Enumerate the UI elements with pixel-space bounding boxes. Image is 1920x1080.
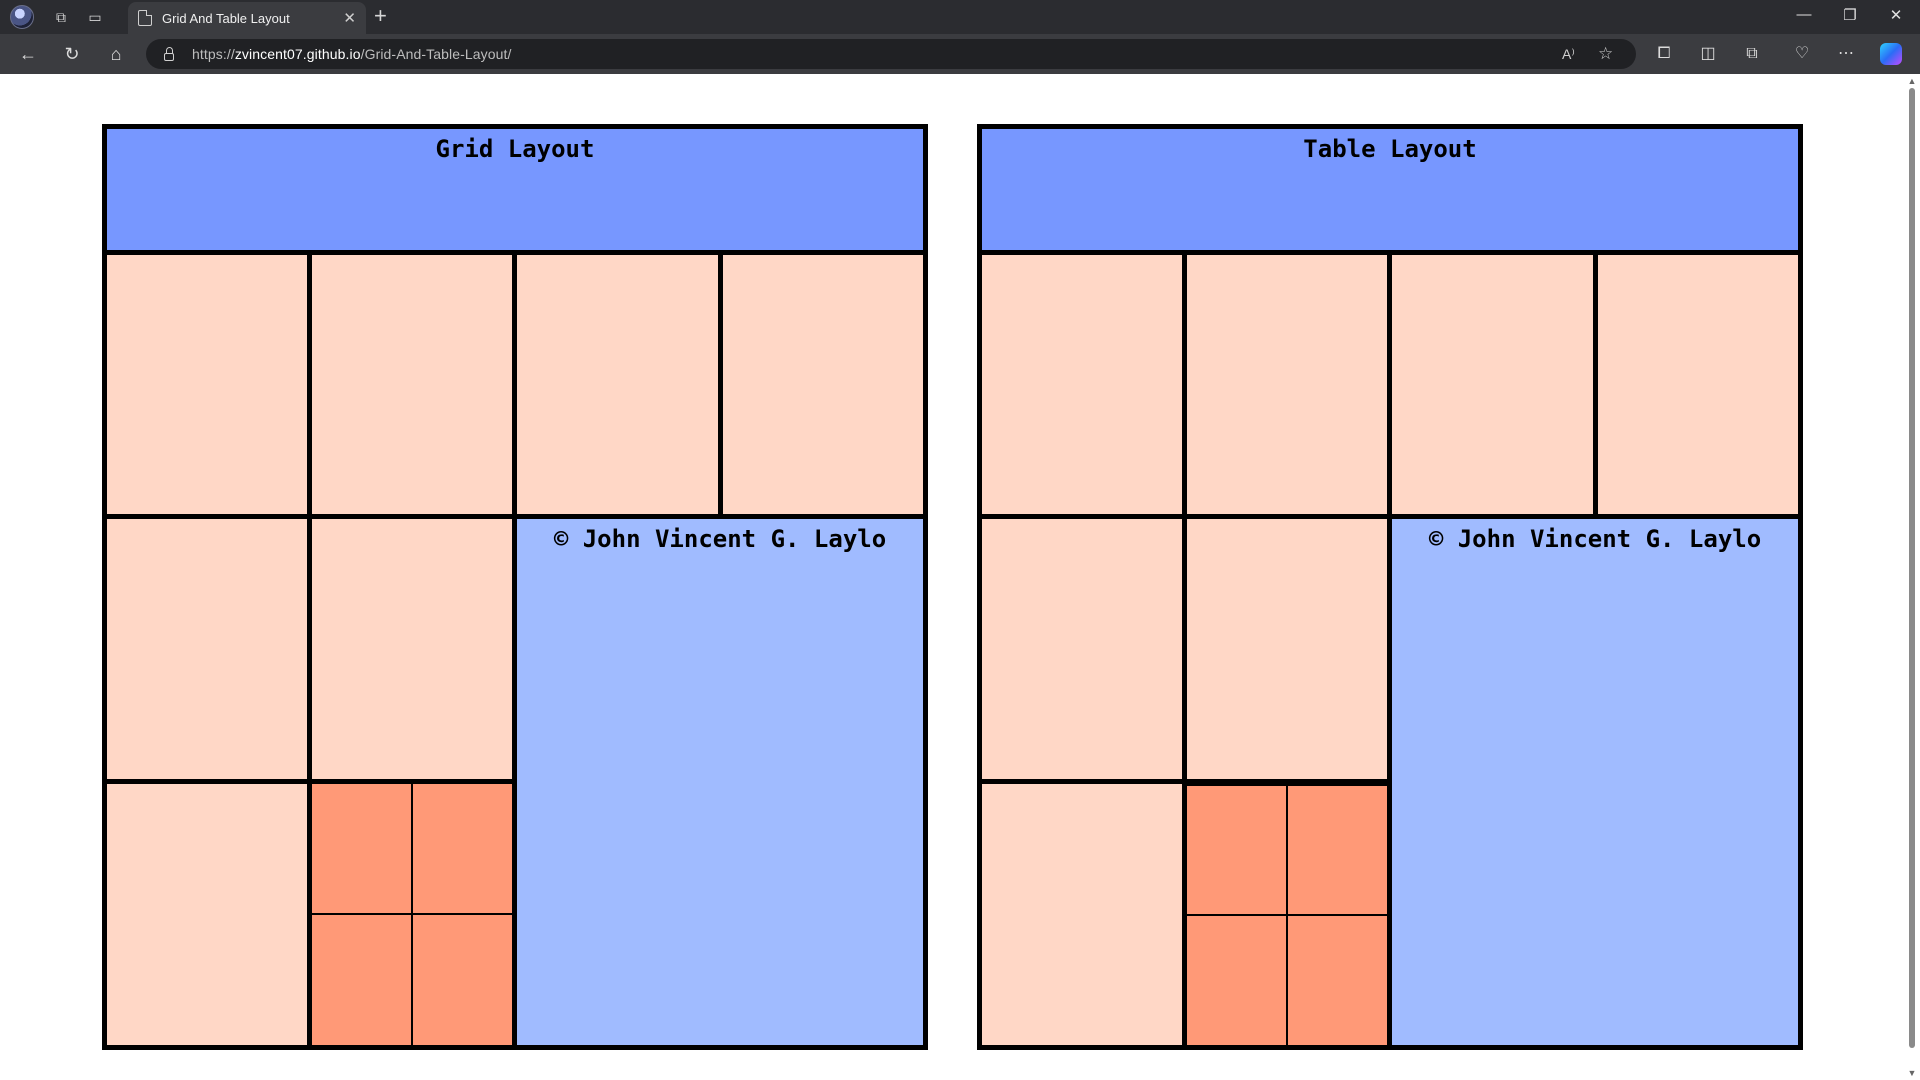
scroll-down-arrow-icon[interactable]: ▼ <box>1907 1068 1917 1078</box>
table-cell <box>1392 255 1593 514</box>
browser-essentials-icon[interactable]: ♡ <box>1794 45 1810 62</box>
grid-cell <box>107 255 307 514</box>
url-path: /Grid-And-Table-Layout/ <box>360 46 512 62</box>
minimize-button[interactable]: — <box>1796 6 1812 23</box>
scroll-thumb[interactable] <box>1909 88 1915 1048</box>
active-tab[interactable]: Grid And Table Layout ✕ <box>128 2 366 34</box>
table-cell <box>1598 255 1798 514</box>
tab-close-icon[interactable]: ✕ <box>343 10 356 27</box>
grid-cell <box>107 784 307 1045</box>
browser-tab-bar: ⧉ ▭ Grid And Table Layout ✕ + — ❐ ✕ <box>0 0 1920 34</box>
grid-header: Grid Layout <box>107 129 923 250</box>
grid-layout-panel: Grid Layout © John Vincent G. Laylo <box>102 124 928 1050</box>
table-small-cell <box>1187 916 1286 1045</box>
url-text[interactable]: https://zvincent07.github.io/Grid-And-Ta… <box>192 46 512 62</box>
scroll-up-arrow-icon[interactable]: ▲ <box>1907 76 1917 86</box>
grid-cell <box>107 519 307 779</box>
url-scheme: https:// <box>192 46 235 62</box>
new-tab-button[interactable]: + <box>374 3 387 28</box>
home-icon[interactable]: ⌂ <box>110 44 122 64</box>
split-screen-icon[interactable]: ◫ <box>1700 45 1716 62</box>
vertical-tabs-icon[interactable]: ▭ <box>88 8 102 25</box>
table-cell <box>982 784 1182 1045</box>
browser-toolbar: ← ↻ ⌂ https://zvincent07.github.io/Grid-… <box>0 34 1920 74</box>
grid-small-cell <box>413 915 512 1045</box>
grid-copyright-text: © John Vincent G. Laylo <box>553 525 887 553</box>
page-icon <box>138 10 152 26</box>
tab-title: Grid And Table Layout <box>162 10 290 26</box>
vertical-scrollbar[interactable]: ▲ ▼ <box>1904 74 1920 1080</box>
table-layout-panel: Table Layout © John Vincent G. Laylo <box>977 124 1803 1050</box>
back-arrow-icon[interactable]: ← <box>19 44 37 64</box>
table-small-cell <box>1288 786 1387 914</box>
table-small-cell <box>1288 916 1387 1045</box>
grid-credit-cell: © John Vincent G. Laylo <box>517 519 923 1045</box>
collections-icon[interactable]: ⧉ <box>1746 45 1758 62</box>
grid-cell <box>517 255 718 514</box>
lock-icon[interactable] <box>164 46 174 61</box>
grid-cell <box>312 519 512 779</box>
profile-avatar-icon[interactable] <box>10 5 34 29</box>
extensions-icon[interactable]: ⧠ <box>1657 45 1671 62</box>
grid-small-cell <box>312 915 411 1045</box>
grid-layout-title: Grid Layout <box>435 135 595 163</box>
favorite-star-icon[interactable]: ☆ <box>1598 44 1614 63</box>
workspaces-icon[interactable]: ⧉ <box>56 8 66 25</box>
address-bar[interactable]: https://zvincent07.github.io/Grid-And-Ta… <box>146 39 1636 69</box>
grid-cell <box>312 255 512 514</box>
grid-cell <box>723 255 923 514</box>
grid-small-cell <box>413 784 512 913</box>
read-aloud-icon[interactable]: A⁾ <box>1562 46 1575 62</box>
more-options-icon[interactable]: ⋯ <box>1838 45 1854 62</box>
table-cell <box>982 519 1182 779</box>
table-credit-cell: © John Vincent G. Laylo <box>1392 519 1798 1045</box>
restore-button[interactable]: ❐ <box>1843 7 1857 24</box>
table-cell <box>982 255 1182 514</box>
table-layout-title: Table Layout <box>1303 135 1477 163</box>
table-copyright-text: © John Vincent G. Laylo <box>1428 525 1762 553</box>
table-small-cell <box>1187 786 1286 914</box>
table-cell <box>1187 255 1387 514</box>
copilot-icon[interactable] <box>1880 43 1902 65</box>
grid-small-cell <box>312 784 411 913</box>
page-viewport: Grid Layout © John Vincent G. Laylo Tabl… <box>0 74 1904 1080</box>
refresh-icon[interactable]: ↻ <box>64 44 80 64</box>
close-window-button[interactable]: ✕ <box>1889 7 1903 24</box>
table-cell <box>1187 519 1387 779</box>
table-header: Table Layout <box>982 129 1798 250</box>
url-host: zvincent07.github.io <box>234 46 361 62</box>
